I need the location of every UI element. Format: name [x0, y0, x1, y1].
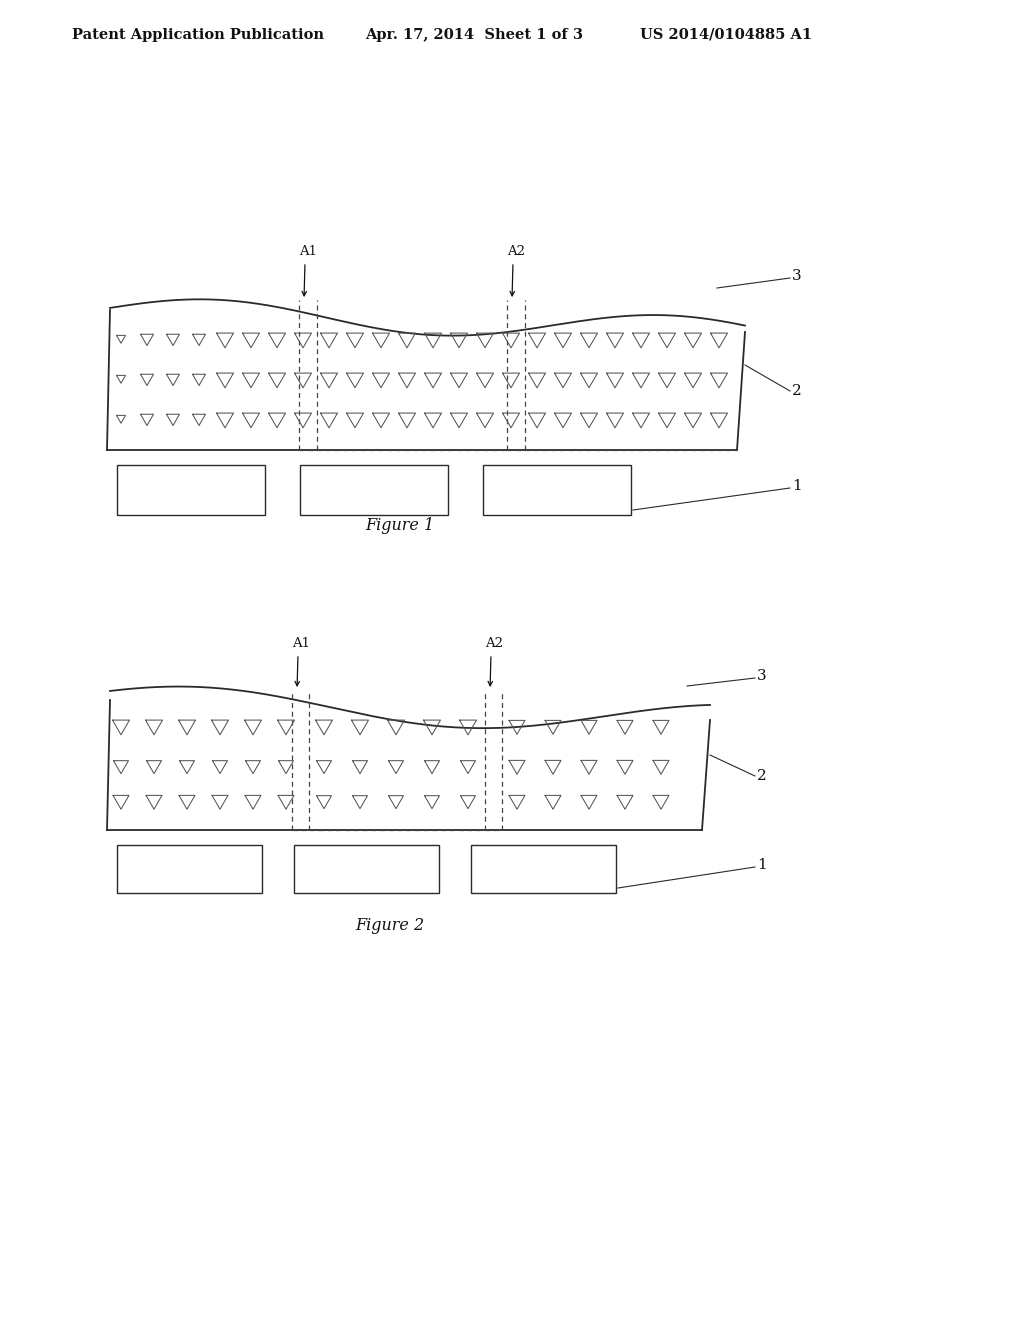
Bar [483, 465, 631, 515]
Bar [300, 465, 449, 515]
Text: 2: 2 [792, 384, 802, 399]
Bar [117, 465, 265, 515]
Bar [117, 845, 262, 894]
Text: Figure 1: Figure 1 [366, 516, 434, 533]
Text: A2: A2 [507, 246, 525, 257]
Text: 3: 3 [757, 669, 767, 682]
Text: US 2014/0104885 A1: US 2014/0104885 A1 [640, 28, 812, 42]
Text: Figure 2: Figure 2 [355, 916, 425, 933]
Text: 2: 2 [757, 770, 767, 783]
Text: 1: 1 [792, 479, 802, 492]
Text: 1: 1 [757, 858, 767, 873]
Text: Patent Application Publication: Patent Application Publication [72, 28, 324, 42]
Bar [294, 845, 439, 894]
Text: Apr. 17, 2014  Sheet 1 of 3: Apr. 17, 2014 Sheet 1 of 3 [365, 28, 583, 42]
Bar [471, 845, 616, 894]
Text: A1: A1 [292, 638, 310, 649]
Text: A2: A2 [485, 638, 503, 649]
Text: A1: A1 [299, 246, 317, 257]
Text: 3: 3 [792, 269, 802, 282]
